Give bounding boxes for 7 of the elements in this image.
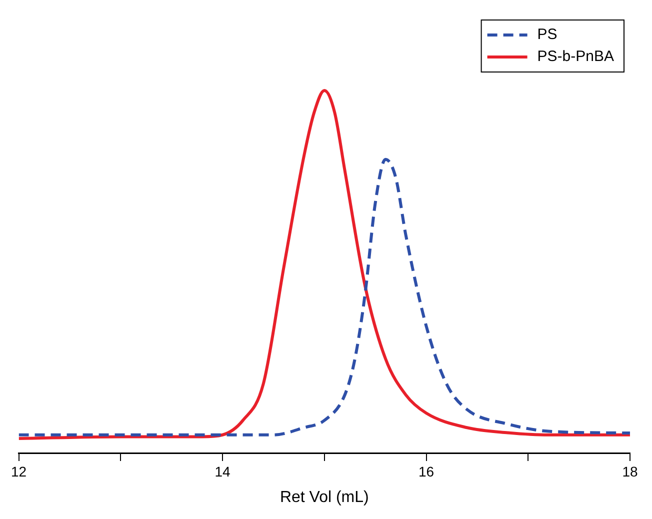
legend-label: PS bbox=[537, 26, 558, 44]
legend-label: PS-b-PnBA bbox=[537, 48, 614, 66]
x-tick-label: 14 bbox=[214, 463, 231, 480]
x-tick-label: 16 bbox=[418, 463, 434, 480]
x-axis-title: Ret Vol (mL) bbox=[280, 488, 369, 506]
x-tick-label: 12 bbox=[10, 463, 27, 480]
x-tick-label: 18 bbox=[622, 463, 638, 480]
